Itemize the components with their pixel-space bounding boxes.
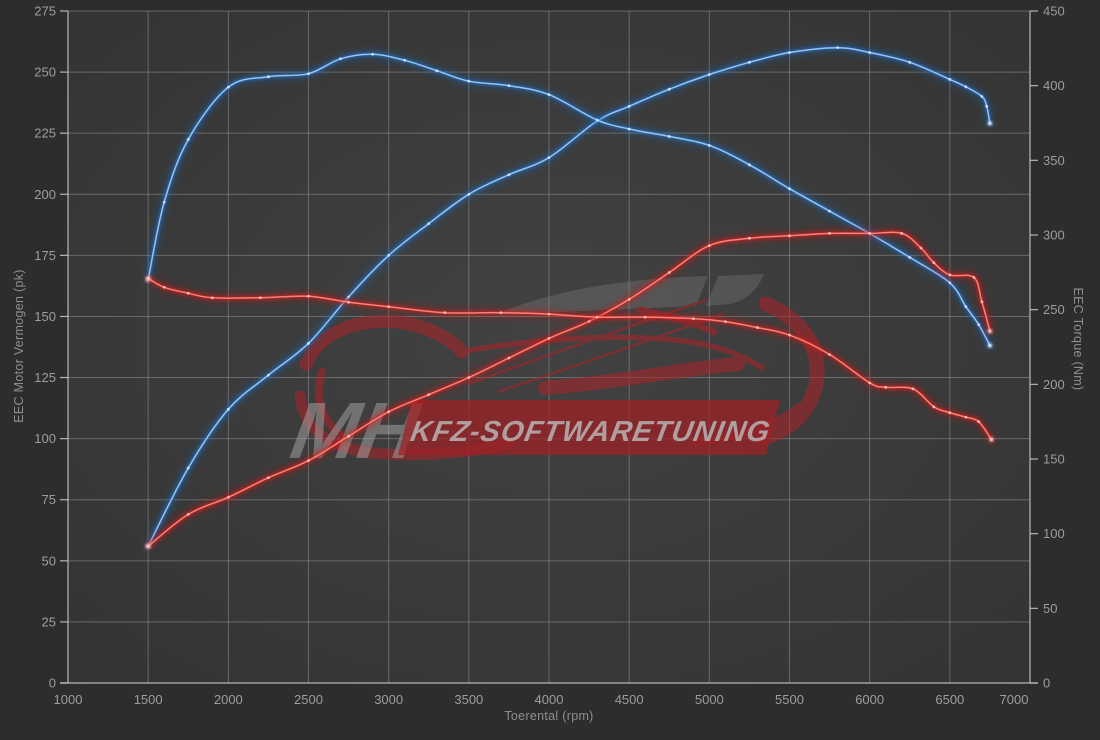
tick-label: 125 bbox=[34, 370, 56, 385]
curve-stock-torque bbox=[144, 274, 996, 444]
tick-label: 400 bbox=[1043, 78, 1065, 93]
watermark: MH KFZ-SOFTWARETUNING bbox=[285, 274, 825, 476]
tick-label: 5500 bbox=[775, 692, 804, 707]
tick-label: 3500 bbox=[454, 692, 483, 707]
tick-label: 75 bbox=[42, 492, 56, 507]
right-axis-title: EEC Torque (Nm) bbox=[1071, 287, 1085, 391]
tick-label: 6500 bbox=[935, 692, 964, 707]
tick-label: 175 bbox=[34, 248, 56, 263]
tick-label: 4000 bbox=[535, 692, 564, 707]
watermark-banner bbox=[398, 400, 780, 455]
axes bbox=[60, 10, 1038, 684]
tick-label: 2500 bbox=[294, 692, 323, 707]
curve-stock-power bbox=[144, 228, 994, 551]
tick-label: 275 bbox=[34, 4, 56, 19]
tick-label: 250 bbox=[1043, 302, 1065, 317]
tick-label: 4500 bbox=[615, 692, 644, 707]
tick-label: 100 bbox=[1043, 526, 1065, 541]
tick-label: 50 bbox=[1043, 601, 1057, 616]
tick-label: 100 bbox=[34, 431, 56, 446]
tick-label: 6000 bbox=[855, 692, 884, 707]
tick-label: 3000 bbox=[374, 692, 403, 707]
tick-label: 25 bbox=[42, 614, 56, 629]
tick-label: 250 bbox=[34, 65, 56, 80]
tick-label: 150 bbox=[34, 309, 56, 324]
tick-label: 7000 bbox=[1000, 692, 1029, 707]
tick-label: 225 bbox=[34, 126, 56, 141]
tick-label: 200 bbox=[34, 187, 56, 202]
tick-label: 5000 bbox=[695, 692, 724, 707]
tick-labels: 0 25 50 75 100 125 150 175 200 225 250 275 0 50 100 150… bbox=[34, 4, 1064, 708]
tick-label: 450 bbox=[1043, 4, 1065, 19]
curves bbox=[144, 43, 996, 551]
watermark-banner-text: KFZ-SOFTWARETUNING bbox=[408, 416, 773, 448]
tick-label: 350 bbox=[1043, 153, 1065, 168]
tick-label: 1500 bbox=[134, 692, 163, 707]
tick-label: 2000 bbox=[214, 692, 243, 707]
left-axis-title: EEC Motor Vermogen (pk) bbox=[12, 269, 26, 423]
tick-label: 1000 bbox=[54, 692, 83, 707]
curve-tuned-torque bbox=[144, 50, 994, 350]
tick-label: 50 bbox=[42, 553, 56, 568]
tick-label: 300 bbox=[1043, 228, 1065, 243]
tick-label: 150 bbox=[1043, 452, 1065, 467]
tick-label: 0 bbox=[1043, 676, 1050, 691]
tick-label: 200 bbox=[1043, 377, 1065, 392]
tick-label: 0 bbox=[49, 676, 56, 691]
curve-tuned-power bbox=[144, 43, 994, 551]
x-axis-title: Toerental (rpm) bbox=[504, 709, 594, 723]
